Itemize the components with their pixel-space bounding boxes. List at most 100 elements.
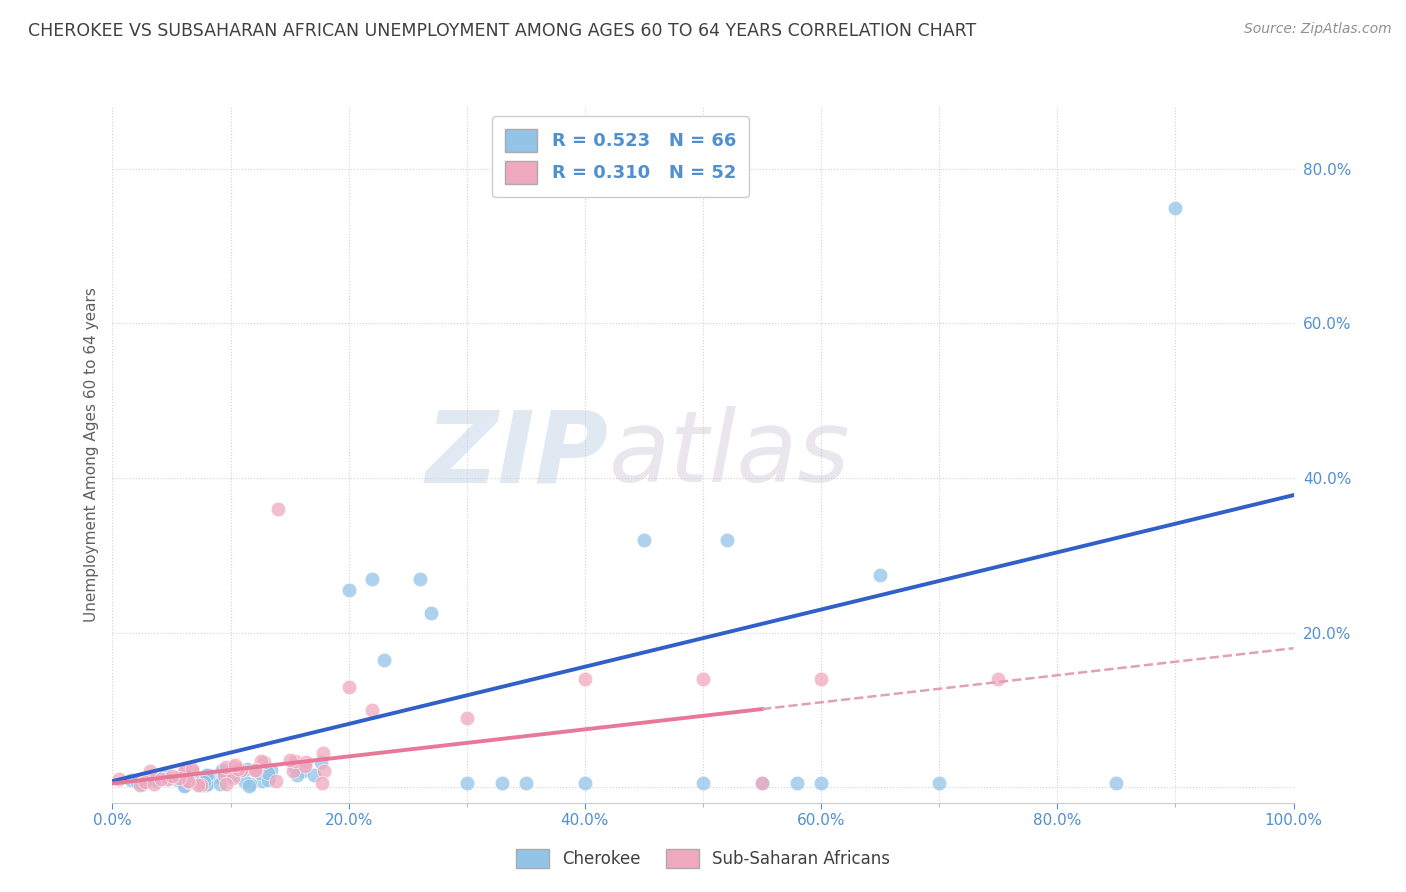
Point bbox=[236, 762, 259, 776]
Point bbox=[215, 776, 238, 790]
Point bbox=[692, 776, 714, 790]
Point bbox=[145, 773, 167, 788]
Point bbox=[420, 607, 443, 621]
Point bbox=[174, 761, 197, 775]
Point bbox=[129, 778, 152, 792]
Point bbox=[716, 533, 738, 547]
Point bbox=[786, 776, 808, 790]
Point bbox=[179, 775, 201, 789]
Point bbox=[278, 753, 301, 767]
Point bbox=[224, 758, 246, 772]
Legend: Cherokee, Sub-Saharan Africans: Cherokee, Sub-Saharan Africans bbox=[509, 842, 897, 875]
Point bbox=[155, 772, 177, 787]
Point bbox=[337, 583, 360, 598]
Point bbox=[238, 779, 260, 793]
Point bbox=[198, 768, 221, 782]
Text: Source: ZipAtlas.com: Source: ZipAtlas.com bbox=[1244, 22, 1392, 37]
Point bbox=[177, 773, 200, 788]
Point bbox=[283, 764, 305, 778]
Point bbox=[157, 772, 180, 786]
Point bbox=[751, 776, 773, 790]
Point bbox=[337, 680, 360, 694]
Point bbox=[408, 572, 430, 586]
Point bbox=[222, 760, 245, 774]
Point bbox=[134, 775, 156, 789]
Point bbox=[217, 766, 239, 780]
Point bbox=[190, 778, 212, 792]
Text: ZIP: ZIP bbox=[426, 407, 609, 503]
Point bbox=[155, 768, 177, 782]
Point bbox=[250, 754, 273, 768]
Point bbox=[209, 777, 232, 791]
Point bbox=[309, 755, 332, 769]
Text: CHEROKEE VS SUBSAHARAN AFRICAN UNEMPLOYMENT AMONG AGES 60 TO 64 YEARS CORRELATIO: CHEROKEE VS SUBSAHARAN AFRICAN UNEMPLOYM… bbox=[28, 22, 976, 40]
Point bbox=[166, 773, 188, 788]
Point bbox=[456, 776, 478, 790]
Point bbox=[292, 764, 315, 778]
Point bbox=[188, 774, 211, 789]
Point bbox=[197, 770, 219, 784]
Point bbox=[150, 772, 173, 786]
Point bbox=[373, 653, 395, 667]
Point bbox=[226, 762, 249, 776]
Point bbox=[179, 775, 201, 789]
Point bbox=[127, 774, 149, 789]
Point bbox=[692, 672, 714, 686]
Point bbox=[243, 763, 266, 777]
Point bbox=[233, 775, 256, 789]
Point bbox=[195, 768, 218, 782]
Point bbox=[1164, 201, 1187, 215]
Point bbox=[195, 768, 218, 782]
Point bbox=[160, 769, 183, 783]
Point bbox=[167, 770, 190, 784]
Point bbox=[249, 765, 271, 780]
Point bbox=[869, 567, 891, 582]
Point bbox=[515, 776, 537, 790]
Point bbox=[120, 772, 142, 787]
Point bbox=[190, 772, 212, 786]
Point bbox=[173, 765, 195, 780]
Point bbox=[214, 768, 236, 782]
Point bbox=[1105, 776, 1128, 790]
Point bbox=[283, 759, 305, 773]
Point bbox=[197, 777, 219, 791]
Point bbox=[264, 774, 287, 789]
Point bbox=[143, 773, 166, 788]
Point bbox=[173, 779, 195, 793]
Point bbox=[302, 768, 325, 782]
Point bbox=[256, 766, 278, 780]
Point bbox=[751, 776, 773, 790]
Point bbox=[284, 754, 307, 768]
Y-axis label: Unemployment Among Ages 60 to 64 years: Unemployment Among Ages 60 to 64 years bbox=[83, 287, 98, 623]
Point bbox=[194, 778, 217, 792]
Point bbox=[142, 777, 165, 791]
Point bbox=[294, 759, 316, 773]
Point bbox=[245, 764, 267, 778]
Point bbox=[574, 672, 596, 686]
Point bbox=[361, 703, 384, 717]
Point bbox=[172, 775, 194, 789]
Point bbox=[574, 776, 596, 790]
Point bbox=[633, 533, 655, 547]
Point bbox=[491, 776, 513, 790]
Point bbox=[456, 711, 478, 725]
Point bbox=[167, 771, 190, 785]
Point bbox=[193, 774, 215, 789]
Point bbox=[238, 777, 260, 791]
Point bbox=[257, 769, 280, 783]
Point bbox=[187, 778, 209, 792]
Point bbox=[314, 764, 336, 779]
Point bbox=[181, 766, 204, 780]
Point bbox=[108, 772, 131, 786]
Point bbox=[252, 773, 274, 788]
Legend: R = 0.523   N = 66, R = 0.310   N = 52: R = 0.523 N = 66, R = 0.310 N = 52 bbox=[492, 116, 748, 197]
Point bbox=[260, 764, 283, 778]
Point bbox=[253, 755, 276, 769]
Point bbox=[987, 672, 1010, 686]
Point bbox=[257, 773, 280, 788]
Point bbox=[181, 764, 204, 779]
Point bbox=[229, 763, 252, 777]
Point bbox=[215, 760, 238, 774]
Point bbox=[810, 672, 832, 686]
Point bbox=[221, 769, 243, 783]
